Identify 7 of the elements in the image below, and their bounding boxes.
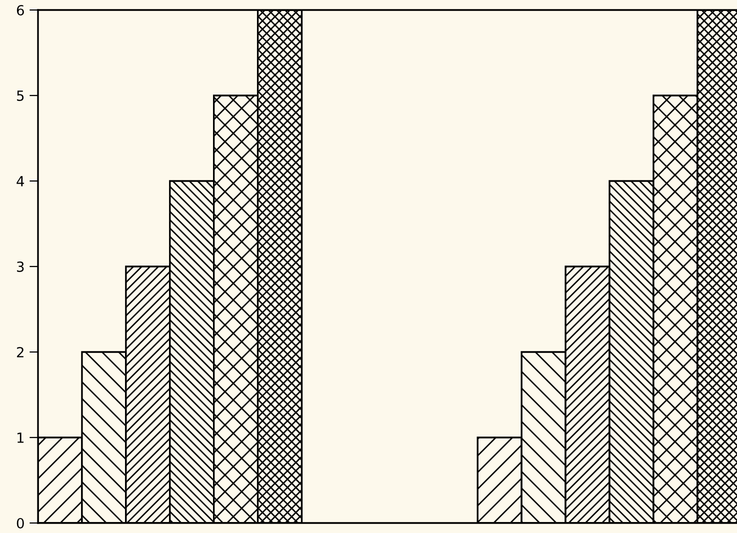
y-tick-label: 5 <box>17 90 24 101</box>
y-tick-label: 1 <box>17 432 24 443</box>
y-tick-label: 3 <box>17 261 24 272</box>
y-tick-label: 2 <box>16 346 24 358</box>
y-tick-label: 6 <box>16 4 24 16</box>
y-tick-label: 4 <box>16 176 24 186</box>
y-tick-label: 0 <box>16 518 24 528</box>
